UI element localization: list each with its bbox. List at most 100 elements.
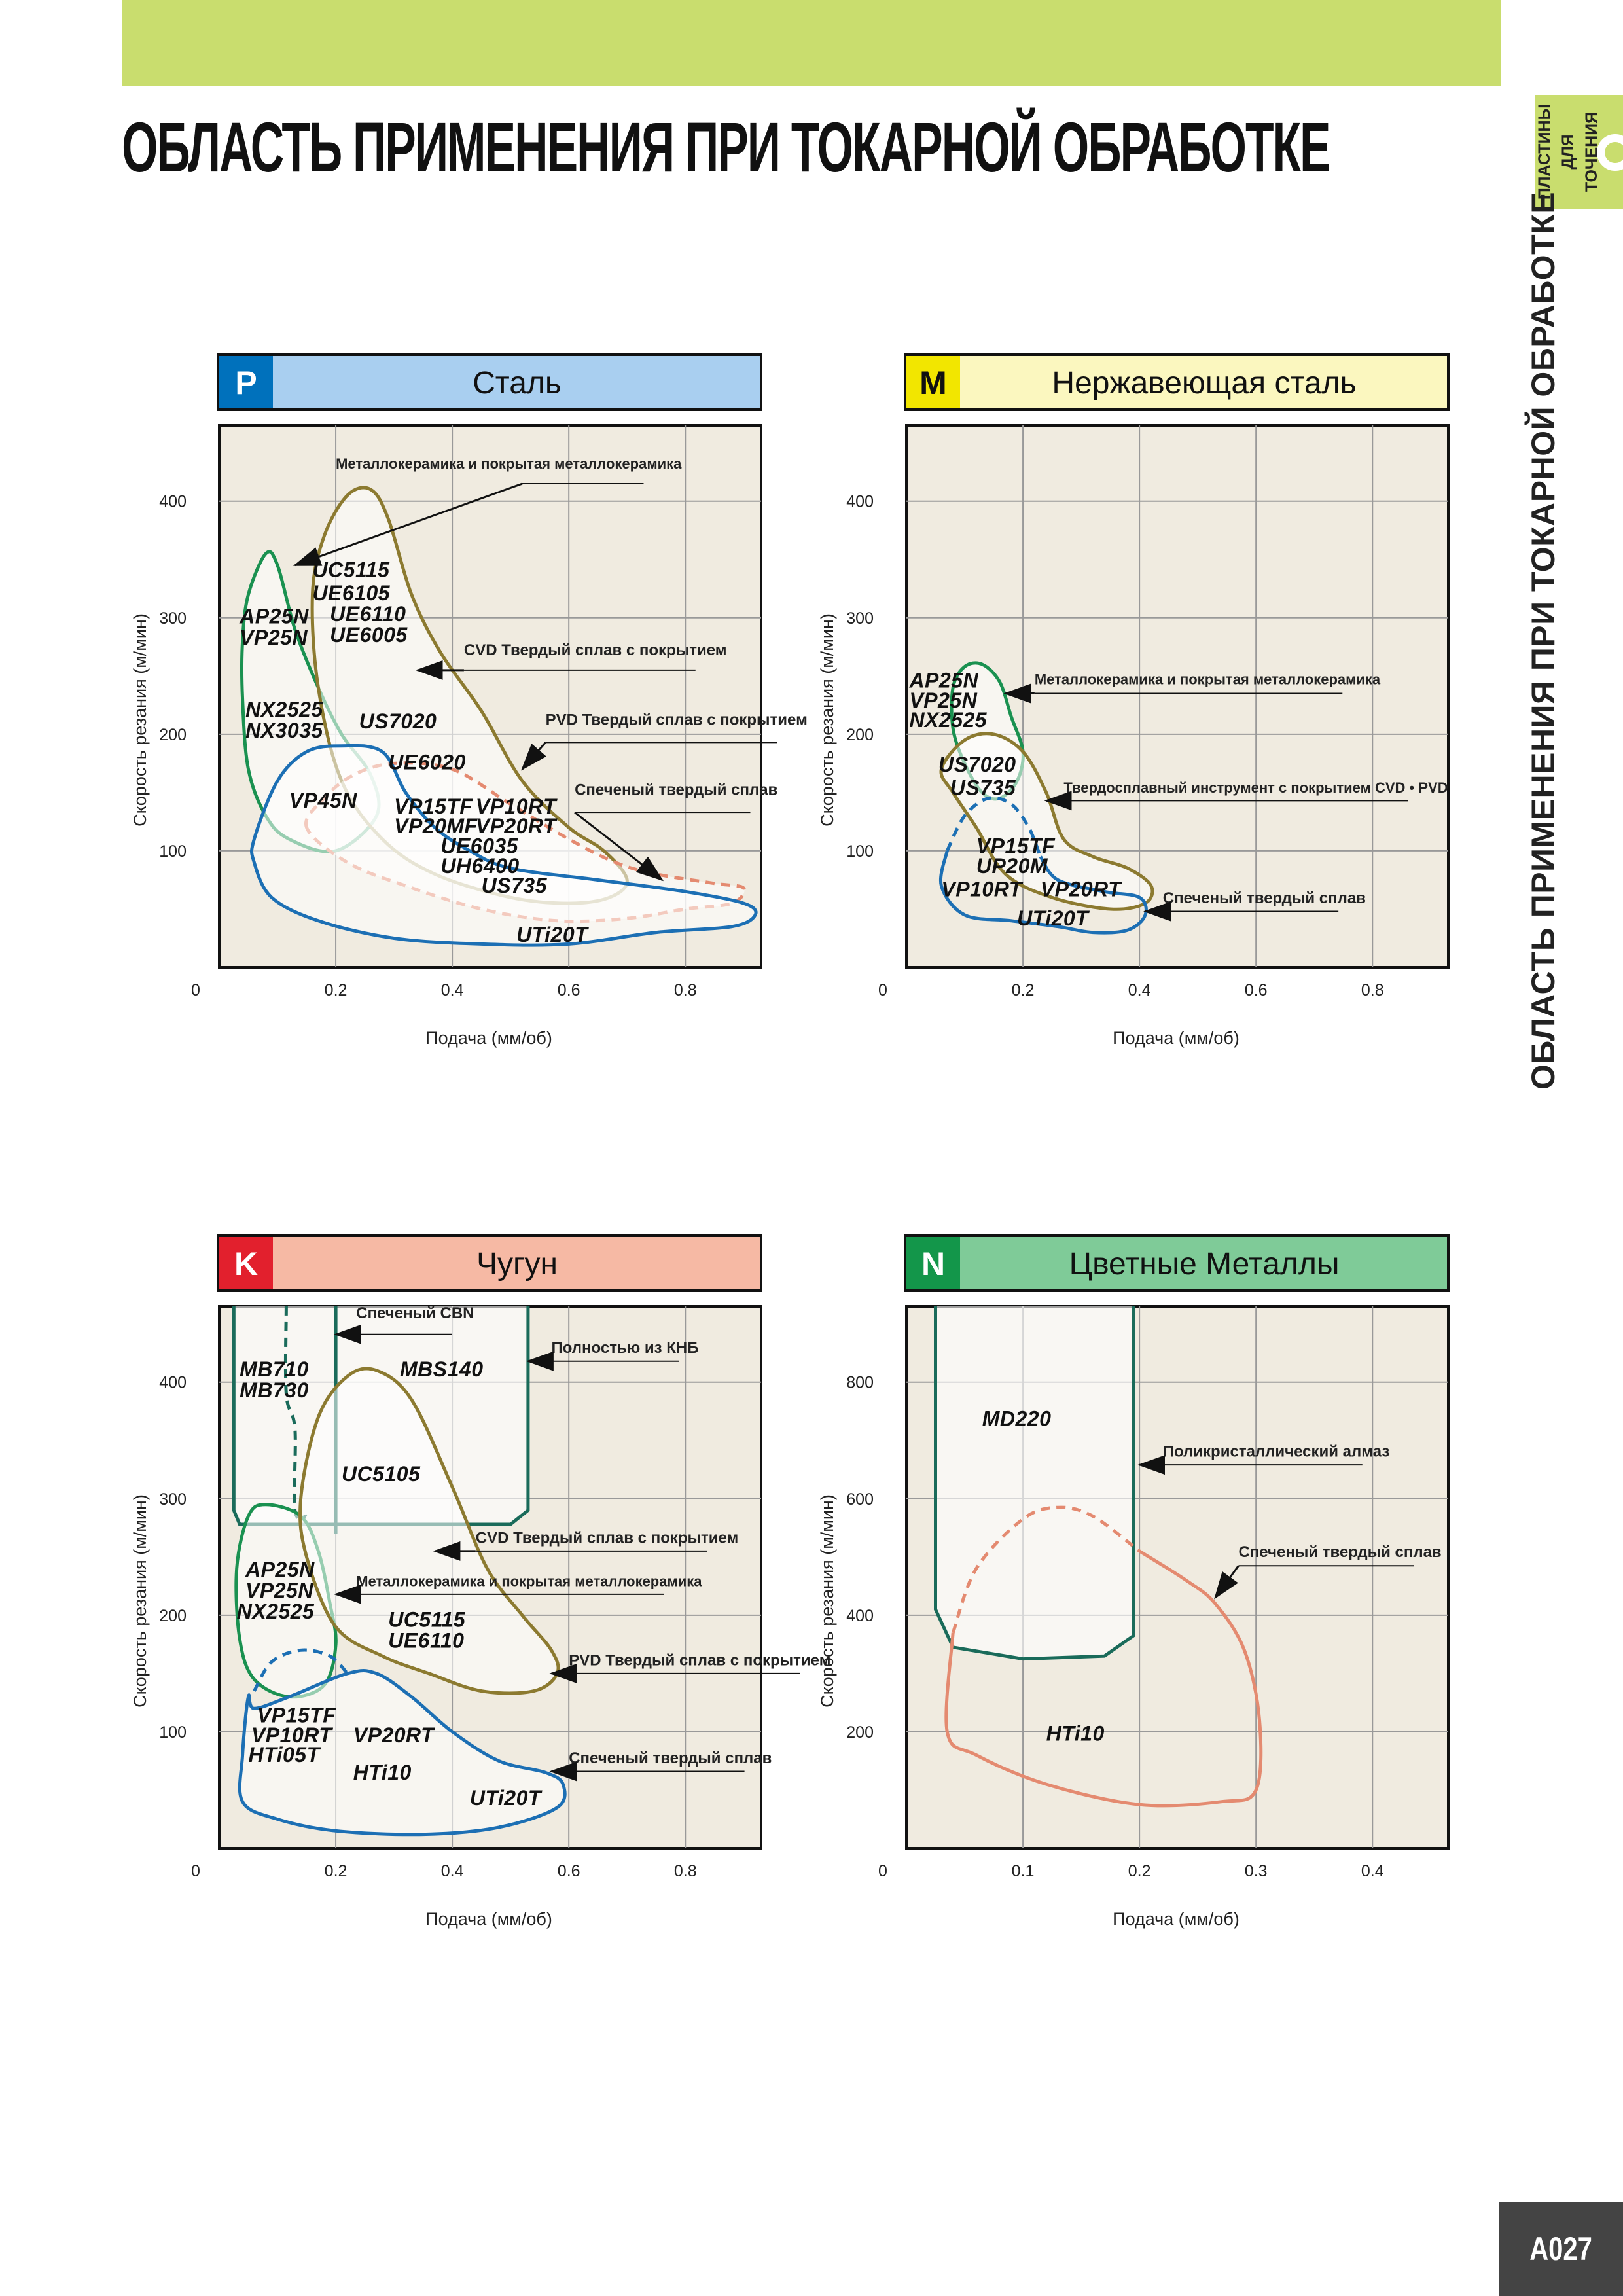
annotation-arrow [1214, 1565, 1240, 1600]
grade-label: NX3035 [245, 719, 323, 742]
top-color-bar [122, 0, 1501, 86]
chart-letter-stainless: M [919, 365, 947, 401]
chart-header-stainless [904, 353, 1450, 411]
series-cast-iron-pvd-dashed [253, 1648, 349, 1692]
grade-label: NX2525 [909, 708, 987, 732]
series-non-ferrous-pcd [934, 1306, 1135, 1661]
grade-label: MD220 [982, 1407, 1052, 1431]
y-axis-label-steel: Скорость резания (м/мин) [130, 613, 150, 827]
grade-label: UTi20T [470, 1786, 543, 1810]
annotation-label: Спеченый твердый сплав [1238, 1543, 1441, 1561]
annotation-label: PVD Твердый сплав с покрытием [546, 711, 808, 729]
grade-label: VP25N [909, 689, 977, 712]
annotation-label: CVD Твердый сплав с покрытием [464, 641, 727, 659]
grade-label: VP10RT [251, 1723, 333, 1747]
page-number-box: A027 [1499, 2202, 1623, 2296]
grade-label: UP20M [976, 854, 1048, 878]
series-stainless-carbide-cvd-pvd [939, 732, 1154, 911]
grade-label: AP25N [239, 605, 309, 628]
grade-label: UC5105 [342, 1462, 421, 1486]
chart-letter-box-stainless [906, 356, 960, 408]
y-axis-label-cast-iron: Скорость резания (м/мин) [130, 1494, 150, 1708]
series-stainless-pvd-dashed [946, 796, 1043, 857]
grade-label: VP10RT [941, 877, 1023, 901]
grade-label: UE6105 [312, 581, 390, 605]
annotation-label: Спеченый твердый сплав [1163, 889, 1366, 907]
y-tick-non-ferrous: 200 [846, 1723, 874, 1742]
x-tick-cast-iron: 0.2 [325, 1862, 348, 1880]
x-tick-non-ferrous: 0.1 [1012, 1862, 1035, 1880]
grade-label: VP25N [240, 626, 308, 649]
grade-label: UC5115 [312, 558, 390, 581]
x-axis-label-cast-iron: Подача (мм/об) [425, 1909, 552, 1929]
x-tick-cast-iron: 0.6 [558, 1862, 580, 1880]
y-tick-stainless: 100 [846, 842, 874, 861]
x-tick-non-ferrous: 0 [878, 1862, 887, 1880]
x-tick-steel: 0 [191, 981, 200, 999]
x-tick-stainless: 0 [878, 981, 887, 999]
y-axis-label-stainless: Скорость резания (м/мин) [817, 613, 837, 827]
annotation-label: CVD Твердый сплав с покрытием [476, 1529, 739, 1547]
series-cast-iron-carbide [238, 1668, 567, 1837]
grade-label: UE6020 [388, 750, 466, 774]
chart-header-cast-iron [217, 1234, 762, 1292]
chart-letter-box-non-ferrous [906, 1237, 960, 1289]
grade-label: UE6005 [330, 623, 408, 647]
x-tick-non-ferrous: 0.4 [1361, 1862, 1384, 1880]
grade-label: VP20RT [1041, 877, 1122, 901]
chart-title-stainless: Нержавеющая сталь [1052, 366, 1356, 401]
grade-label: VP20MF [394, 814, 478, 838]
grade-label: US7020 [938, 753, 1016, 776]
grade-label: MB730 [240, 1378, 309, 1402]
y-tick-stainless: 200 [846, 726, 874, 744]
y-tick-non-ferrous: 600 [846, 1490, 874, 1509]
grade-label: VP15TF [394, 795, 473, 818]
grade-label: AP25N [245, 1558, 315, 1581]
annotation-label: Полностью из КНБ [551, 1339, 698, 1357]
annotation-label: Спеченый твердый сплав [575, 781, 777, 798]
grade-label: UE6110 [330, 602, 406, 626]
series-steel-carbide [250, 744, 758, 947]
annotation-label: Поликристаллический алмаз [1163, 1443, 1390, 1461]
grade-label: MB710 [240, 1357, 309, 1381]
grade-label: UH6400 [440, 854, 519, 878]
y-axis-label-non-ferrous: Скорость резания (м/мин) [817, 1494, 837, 1708]
chart-header-steel [217, 353, 762, 411]
x-tick-stainless: 0.8 [1361, 981, 1384, 999]
x-tick-non-ferrous: 0.3 [1245, 1862, 1268, 1880]
chart-letter-steel: P [235, 365, 257, 401]
grade-label: NX2525 [237, 1600, 315, 1623]
chart-header-non-ferrous [904, 1234, 1450, 1292]
y-tick-stainless: 300 [846, 609, 874, 628]
grade-label: UE6035 [440, 834, 518, 857]
page-number: A027 [1529, 2231, 1592, 2267]
y-tick-stainless: 400 [846, 493, 874, 511]
x-axis-label-steel: Подача (мм/об) [425, 1028, 552, 1048]
grade-label: VP15TF [976, 834, 1056, 857]
series-stainless-carbide [938, 850, 1148, 935]
grade-label: HTi10 [1046, 1721, 1105, 1745]
grade-label: US735 [482, 874, 548, 897]
chart-letter-box-cast-iron [219, 1237, 273, 1289]
grade-label: VP25N [245, 1579, 313, 1602]
y-tick-non-ferrous: 400 [846, 1607, 874, 1625]
annotation-label: Спеченый CBN [356, 1304, 474, 1322]
annotation-arrow [293, 482, 523, 567]
annotation-label: Спеченый твердый сплав [569, 1749, 772, 1767]
y-tick-non-ferrous: 800 [846, 1374, 874, 1392]
x-tick-cast-iron: 0 [191, 1862, 200, 1880]
grade-label: UTi20T [516, 923, 589, 946]
y-tick-cast-iron: 400 [159, 1374, 187, 1392]
x-tick-steel: 0.4 [441, 981, 464, 999]
chart-title-non-ferrous: Цветные Металлы [1069, 1247, 1340, 1282]
grade-label: VP20RT [476, 814, 558, 838]
grade-label: US7020 [359, 709, 437, 733]
x-axis-label-non-ferrous: Подача (мм/об) [1113, 1909, 1240, 1929]
grade-label: UC5115 [388, 1608, 466, 1632]
grade-label: HTi10 [353, 1761, 412, 1784]
chart-letter-non-ferrous: N [921, 1246, 945, 1282]
annotation-label: Твердосплавный инструмент с покрытием CV… [1063, 780, 1448, 796]
series-non-ferrous-carbide [944, 1549, 1263, 1808]
y-tick-cast-iron: 300 [159, 1490, 187, 1509]
